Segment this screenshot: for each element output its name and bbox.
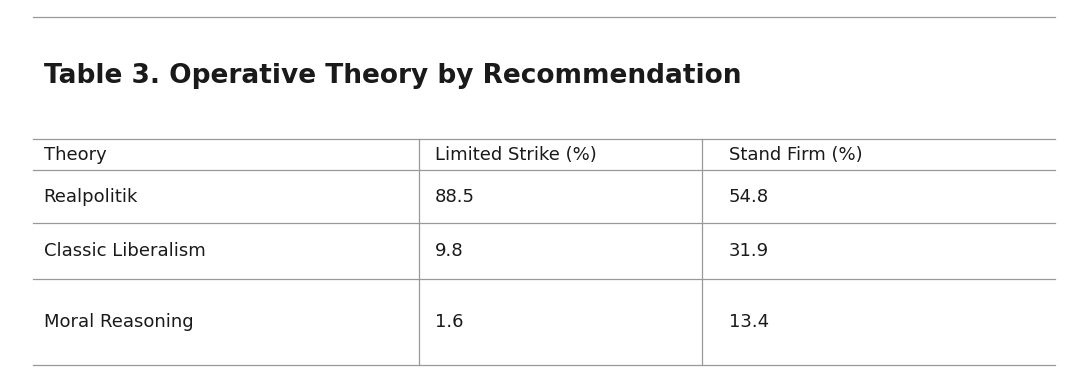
Text: Classic Liberalism: Classic Liberalism <box>44 242 206 260</box>
Text: 13.4: 13.4 <box>729 312 769 331</box>
Text: Stand Firm (%): Stand Firm (%) <box>729 146 863 164</box>
Text: 31.9: 31.9 <box>729 242 769 260</box>
Text: 9.8: 9.8 <box>435 242 463 260</box>
Text: Moral Reasoning: Moral Reasoning <box>44 312 194 331</box>
Text: 88.5: 88.5 <box>435 188 475 206</box>
Text: 1.6: 1.6 <box>435 312 463 331</box>
Text: Theory: Theory <box>44 146 107 164</box>
Text: Limited Strike (%): Limited Strike (%) <box>435 146 597 164</box>
Text: Realpolitik: Realpolitik <box>44 188 138 206</box>
Text: 54.8: 54.8 <box>729 188 769 206</box>
Text: Table 3. Operative Theory by Recommendation: Table 3. Operative Theory by Recommendat… <box>44 63 741 89</box>
